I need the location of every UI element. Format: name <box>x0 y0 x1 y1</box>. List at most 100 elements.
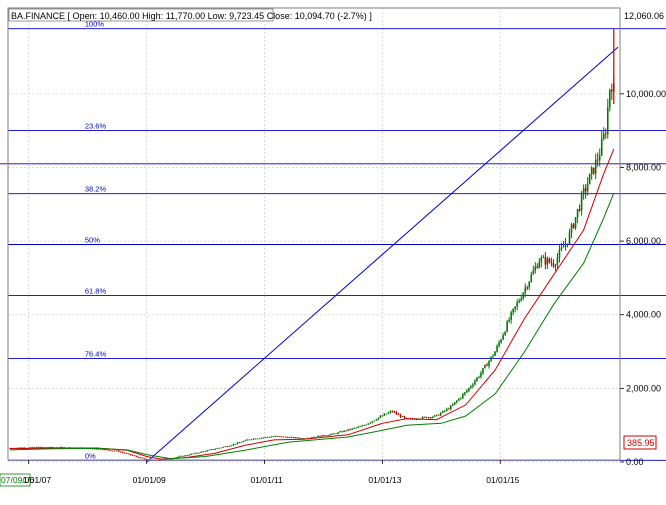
candle-body <box>568 232 571 244</box>
candle-body <box>224 446 227 448</box>
candle-body <box>105 449 108 451</box>
candle-body <box>385 413 388 415</box>
candle-body <box>292 437 295 438</box>
trend-line[interactable] <box>146 46 619 463</box>
candle-body <box>45 447 48 449</box>
candle-body <box>313 437 315 438</box>
candle-body <box>530 274 533 282</box>
candle-body <box>208 449 211 451</box>
last-value-box <box>623 435 657 450</box>
candle-body <box>119 451 122 453</box>
candle-body <box>282 436 285 438</box>
candle-body <box>125 453 128 455</box>
x-tick-label: 01/01/13 <box>368 475 401 485</box>
candle-body <box>180 455 182 457</box>
candle-body <box>17 447 19 449</box>
candle-body <box>472 384 474 387</box>
candle-body <box>144 458 146 460</box>
last-value-text: 385.95 <box>627 438 655 448</box>
candle-body <box>351 428 353 430</box>
candle-body <box>397 413 400 415</box>
candle-body <box>363 425 366 426</box>
candle-body <box>504 331 506 335</box>
candle-body <box>109 450 112 451</box>
candle-body <box>496 345 498 352</box>
candle-body <box>447 408 450 410</box>
candle-body <box>548 258 551 263</box>
candle-body <box>337 432 339 434</box>
candle-body <box>403 416 406 418</box>
candle-body <box>468 387 470 391</box>
candle-body <box>506 321 508 332</box>
candle-body <box>51 447 54 448</box>
candle-body <box>550 262 553 264</box>
fib-level-label: 76.4% <box>85 349 107 358</box>
candle-body <box>93 448 96 450</box>
candle-body <box>464 392 466 395</box>
candle-body <box>478 376 480 378</box>
candle-body <box>510 312 512 320</box>
candle-body <box>486 364 488 367</box>
candle-body <box>345 430 347 432</box>
candle-body <box>524 287 527 293</box>
candle-body <box>196 452 198 454</box>
x-tick-label: 01/01/09 <box>133 475 166 485</box>
candle-body <box>594 159 597 174</box>
candle-body <box>578 209 581 211</box>
candle-body <box>580 193 583 211</box>
candle-body <box>268 437 271 438</box>
candle-body <box>588 173 591 185</box>
candle-body <box>520 298 523 301</box>
candle-body <box>264 437 267 438</box>
candle-body <box>138 456 140 458</box>
candle-body <box>256 438 259 440</box>
candle-body <box>331 433 333 435</box>
candle-body <box>236 442 239 444</box>
candle-body <box>99 448 102 450</box>
y-tick-label: 6,000.00 <box>626 236 661 246</box>
candle-body <box>216 448 219 449</box>
candle-body <box>417 419 420 420</box>
candle-body <box>220 447 223 449</box>
candle-body <box>401 416 404 418</box>
candle-body <box>353 427 355 429</box>
candle-body <box>299 438 301 439</box>
x-axis: 07/09/06 1/01/07 01/01/09 01/01/11 01/01/13… <box>0 460 520 487</box>
y-tick-label: 2,000.00 <box>626 383 661 393</box>
candle-body <box>514 306 516 309</box>
price-series <box>9 28 615 461</box>
y-tick-label: 8,000.00 <box>626 162 661 172</box>
candle-body <box>333 433 335 435</box>
candle-body <box>286 437 289 438</box>
candle-body <box>357 426 359 428</box>
candle-body <box>202 451 205 453</box>
candle-body <box>343 430 345 432</box>
candle-body <box>377 417 380 420</box>
candle-body <box>596 159 599 161</box>
header-sep-1: [ <box>68 11 71 21</box>
candle-body <box>234 443 237 445</box>
candle-body <box>327 435 329 437</box>
candle-body <box>190 453 192 455</box>
candle-body <box>367 423 370 425</box>
candle-body <box>198 452 200 454</box>
candle-body <box>369 422 372 424</box>
candle-body <box>218 447 221 449</box>
trendline-layer[interactable] <box>146 46 619 463</box>
candle-body <box>433 415 436 417</box>
candle-body <box>254 438 257 440</box>
candle-body <box>262 437 265 439</box>
candle-body <box>290 437 293 438</box>
candle-body <box>49 447 52 448</box>
candle-body <box>371 421 374 423</box>
candle-body <box>572 224 575 228</box>
candle-body <box>600 138 603 156</box>
candle-body <box>415 419 418 420</box>
candle-body <box>274 436 277 437</box>
high-label: High: <box>142 11 163 21</box>
y-axis: 12,060.06 10,000.00 8,000.00 6,000.00 4,000… <box>620 11 666 467</box>
candle-body <box>590 167 593 174</box>
candle-body <box>133 455 136 457</box>
